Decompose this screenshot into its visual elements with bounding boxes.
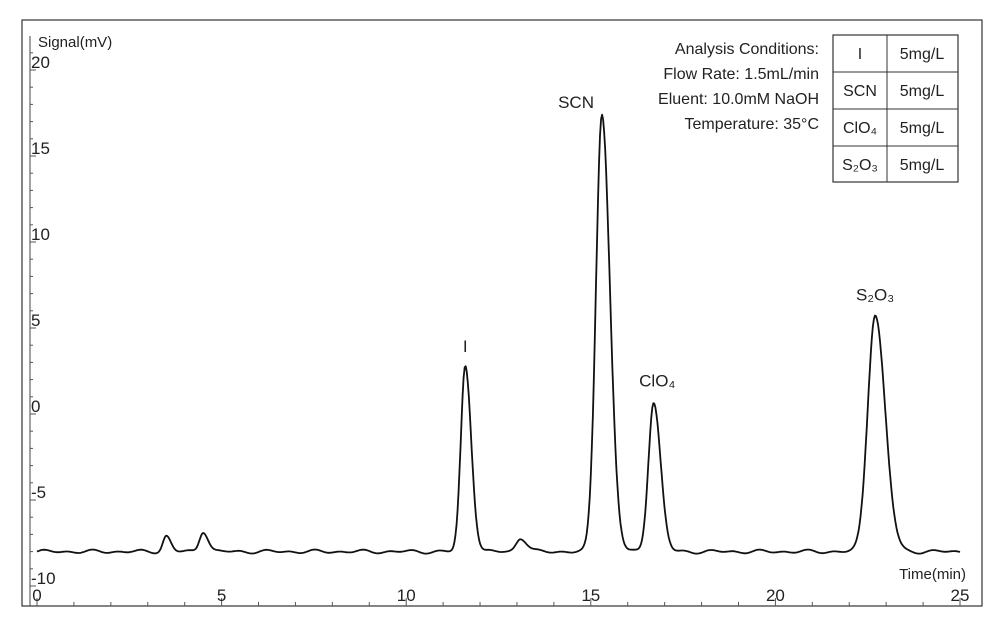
axes-layer: -10 -5 0 5 10 15 20 0 5 10 15 20 25 (29, 36, 970, 606)
y-tick-label: 0 (31, 397, 40, 416)
table-cell-ion: SCN (843, 83, 877, 100)
peak-label: S₂O₃ (856, 285, 894, 304)
table-cell-conc: 5mg/L (900, 157, 945, 174)
conditions-line: Analysis Conditions: (675, 41, 819, 58)
x-tick-label: 5 (217, 586, 226, 605)
plot-frame (21, 19, 983, 607)
table-cell-conc: 5mg/L (900, 83, 945, 100)
peak-label: I (463, 337, 468, 356)
x-tick-label: 0 (32, 586, 41, 605)
y-axis-title: Signal(mV) (38, 34, 112, 51)
analysis-conditions: Analysis Conditions: Flow Rate: 1.5mL/mi… (658, 41, 819, 133)
peak-label: ClO₄ (639, 371, 675, 390)
y-tick-label: 20 (31, 53, 50, 72)
conditions-line: Temperature: 35°C (685, 116, 819, 133)
table-cell-ion: ClO₄ (843, 120, 877, 137)
conditions-line: Eluent: 10.0mM NaOH (658, 91, 819, 108)
peak-label-layer: I SCN ClO₄ S₂O₃ (463, 93, 894, 391)
y-tick-label: -5 (31, 483, 46, 502)
table-cell-ion: S₂O₃ (842, 157, 878, 174)
y-tick-label: 15 (31, 139, 50, 158)
y-tick-label: 5 (31, 311, 40, 330)
trace-layer (36, 113, 961, 555)
conditions-line: Flow Rate: 1.5mL/min (663, 66, 819, 83)
table-cell-conc: 5mg/L (900, 120, 945, 137)
table-cell-conc: 5mg/L (900, 46, 945, 63)
peak-label: SCN (558, 93, 594, 112)
y-tick-label: 10 (31, 225, 50, 244)
y-tick-label: -10 (31, 569, 56, 588)
sample-table: I 5mg/L SCN 5mg/L ClO₄ 5mg/L S₂O₃ 5mg/L (832, 34, 959, 183)
signal-trace (36, 113, 961, 555)
x-tick-label: 25 (951, 586, 970, 605)
x-tick-label: 10 (397, 586, 416, 605)
x-tick-label: 15 (581, 586, 600, 605)
table-cell-ion: I (858, 46, 862, 63)
x-axis-title: Time(min) (899, 566, 966, 583)
x-tick-label: 20 (766, 586, 785, 605)
